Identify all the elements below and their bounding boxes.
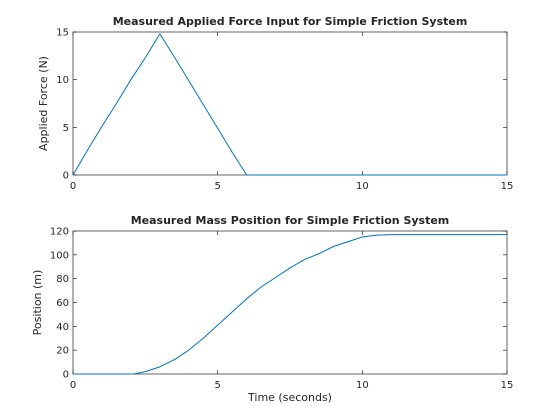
x-axis-label: Time (seconds)	[247, 391, 332, 404]
x-tick-label: 5	[214, 380, 220, 391]
y-tick-label: 40	[56, 322, 69, 333]
series-line	[73, 234, 507, 375]
y-tick-label: 0	[63, 171, 69, 182]
plot-area	[72, 230, 508, 375]
chart-1: 0 5 10 15 0 5 10 15 Measured Applied Force Input…	[37, 15, 513, 192]
y-tick-label: 100	[50, 250, 69, 261]
y-tick-label: 15	[56, 28, 69, 39]
x-tick-label: 10	[356, 380, 369, 391]
y-tick-label: 0	[63, 370, 69, 381]
chart-title: Measured Applied Force Input for Simple …	[113, 15, 468, 28]
x-tick-label: 0	[70, 380, 76, 391]
chart-2: 0 5 10 15 0 20 40 60 80 100 120 Measured Mass Posit…	[31, 214, 513, 404]
y-tick-label: 120	[50, 227, 69, 238]
x-tick-label: 5	[214, 181, 220, 192]
x-tick-label: 10	[356, 181, 369, 192]
y-tick-label: 80	[56, 274, 69, 285]
y-tick-label: 20	[56, 346, 69, 357]
y-tick-label: 60	[56, 298, 69, 309]
x-tick-label: 0	[70, 181, 76, 192]
x-tick-label: 15	[501, 380, 514, 391]
x-tick-label: 15	[501, 181, 514, 192]
y-axis-label: Position (m)	[31, 270, 44, 336]
y-axis-label: Applied Force (N)	[37, 56, 50, 151]
series-line	[72, 33, 507, 176]
y-tick-label: 10	[56, 75, 69, 86]
chart-title: Measured Mass Position for Simple Fricti…	[131, 214, 450, 227]
plot-area	[72, 31, 508, 176]
y-tick-label: 5	[63, 123, 69, 134]
